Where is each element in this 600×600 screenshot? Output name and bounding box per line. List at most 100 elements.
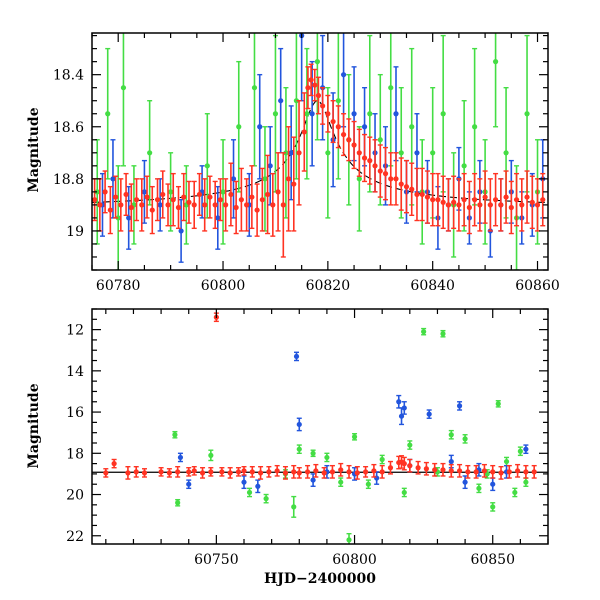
data-point: [498, 470, 504, 476]
data-point: [419, 191, 425, 198]
data-point: [490, 469, 496, 475]
data-point: [440, 331, 446, 337]
data-point: [338, 479, 344, 485]
data-point: [191, 202, 197, 208]
data-point: [191, 468, 197, 474]
data-point: [123, 191, 129, 198]
data-point: [280, 202, 286, 208]
data-point: [415, 465, 421, 471]
data-point: [97, 202, 103, 208]
data-point: [103, 470, 109, 476]
x-tick-label: 60820: [306, 278, 351, 294]
data-point: [482, 194, 488, 200]
data-point: [160, 191, 166, 198]
data-point: [379, 456, 385, 463]
data-point: [462, 436, 468, 442]
data-point: [379, 469, 385, 475]
data-point: [175, 204, 182, 211]
data-point: [312, 82, 318, 88]
data-point: [264, 191, 271, 198]
data-point: [304, 469, 311, 475]
data-point: [435, 197, 441, 203]
data-point: [241, 479, 247, 485]
data-point: [244, 202, 250, 208]
data-point: [371, 468, 377, 474]
data-point: [309, 111, 315, 117]
data-point: [227, 470, 233, 476]
data-point: [278, 98, 284, 104]
data-point: [476, 485, 482, 491]
bottom-panel-frame: [91, 308, 549, 545]
data-point: [177, 454, 184, 461]
data-point: [238, 197, 244, 203]
data-point: [293, 98, 300, 104]
data-point: [94, 189, 100, 195]
data-point: [329, 469, 336, 475]
data-point: [407, 442, 413, 448]
data-point: [401, 489, 407, 496]
data-point: [393, 176, 399, 182]
data-point: [351, 111, 357, 117]
data-point: [351, 434, 358, 440]
data-point: [266, 469, 272, 475]
x-tick-label: 60780: [96, 278, 141, 294]
data-point: [490, 504, 496, 510]
data-point: [529, 199, 535, 205]
model-curve: [92, 100, 548, 204]
data-point: [107, 207, 113, 213]
data-point: [423, 466, 429, 472]
bottom-panel-plot-area: [92, 312, 548, 544]
data-point: [398, 413, 405, 419]
data-point: [267, 163, 273, 169]
data-point: [110, 176, 116, 182]
data-point: [282, 470, 289, 476]
data-point: [515, 468, 521, 474]
x-tick-label: 60860: [515, 278, 560, 294]
data-point: [128, 204, 134, 211]
data-point: [414, 150, 420, 156]
data-point: [166, 470, 172, 476]
data-point: [325, 111, 331, 117]
data-point: [321, 470, 327, 476]
data-point: [186, 481, 192, 487]
data-point: [354, 470, 360, 476]
data-point: [262, 176, 268, 182]
data-point: [314, 59, 320, 65]
data-point: [409, 186, 415, 192]
data-point: [249, 469, 255, 475]
data-point: [186, 469, 192, 475]
y-tick-label: 18.8: [53, 172, 84, 188]
data-point: [157, 202, 163, 208]
data-point: [367, 158, 373, 164]
data-point: [246, 489, 253, 496]
data-point: [168, 189, 174, 195]
x-tick-label: 60750: [194, 552, 239, 568]
data-point: [466, 204, 472, 211]
data-point: [396, 399, 402, 405]
data-point: [235, 469, 242, 475]
data-point: [175, 500, 181, 506]
data-point: [219, 469, 225, 475]
data-point: [403, 184, 410, 190]
data-point: [448, 458, 454, 465]
data-point: [524, 194, 530, 200]
data-point: [512, 489, 518, 496]
data-point: [118, 202, 124, 208]
data-point: [448, 432, 454, 438]
data-point: [490, 481, 496, 487]
data-point: [363, 469, 369, 475]
data-point: [257, 124, 263, 130]
data-point: [272, 111, 279, 117]
data-point: [125, 470, 131, 476]
data-point: [503, 194, 509, 200]
data-point: [313, 468, 319, 474]
data-point: [481, 468, 488, 474]
data-point: [523, 446, 529, 452]
data-point: [492, 197, 499, 203]
data-point: [310, 477, 316, 483]
data-point: [308, 77, 314, 83]
y-tick-label: 20: [66, 488, 84, 504]
data-point: [170, 197, 176, 203]
y-tick-label: 14: [66, 364, 84, 380]
y-tick-label: 18.6: [53, 120, 84, 136]
